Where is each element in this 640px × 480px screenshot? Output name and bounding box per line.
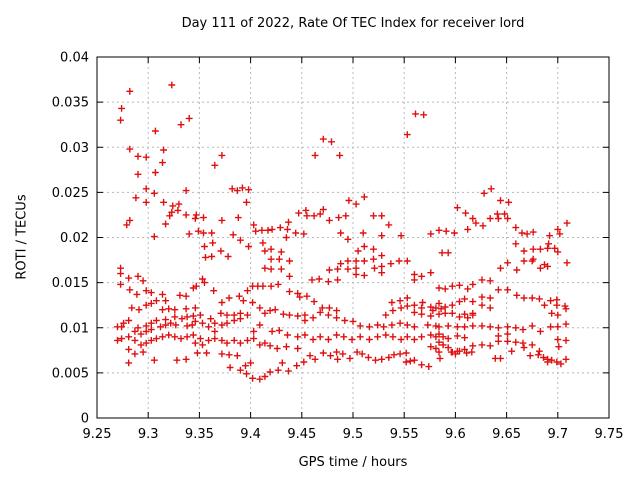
- x-tick-label: 9.4: [240, 427, 261, 442]
- chart-title: Day 111 of 2022, Rate Of TEC Index for r…: [181, 16, 525, 31]
- x-tick-label: 9.35: [185, 427, 214, 442]
- x-tick-label: 9.7: [547, 427, 568, 442]
- y-tick-label: 0.01: [60, 321, 89, 336]
- x-tick-label: 9.65: [492, 427, 521, 442]
- y-axis-label: ROTI / TECUs: [14, 194, 30, 280]
- x-axis-label: GPS time / hours: [298, 455, 408, 470]
- x-tick-label: 9.5: [343, 427, 364, 442]
- x-tick-label: 9.75: [595, 427, 624, 442]
- y-tick-label: 0: [81, 412, 89, 427]
- x-tick-label: 9.3: [138, 427, 159, 442]
- y-tick-label: 0.035: [52, 96, 89, 111]
- data-points: [114, 81, 571, 383]
- y-tick-label: 0.005: [52, 366, 89, 381]
- y-tick-label: 0.03: [60, 141, 89, 156]
- x-tick-label: 9.25: [83, 427, 112, 442]
- x-tick-label: 9.55: [390, 427, 419, 442]
- y-tick-label: 0.04: [60, 51, 89, 66]
- y-tick-label: 0.025: [52, 186, 89, 201]
- x-tick-label: 9.6: [445, 427, 466, 442]
- y-tick-label: 0.015: [52, 276, 89, 291]
- x-tick-label: 9.45: [287, 427, 316, 442]
- y-tick-label: 0.02: [60, 231, 89, 246]
